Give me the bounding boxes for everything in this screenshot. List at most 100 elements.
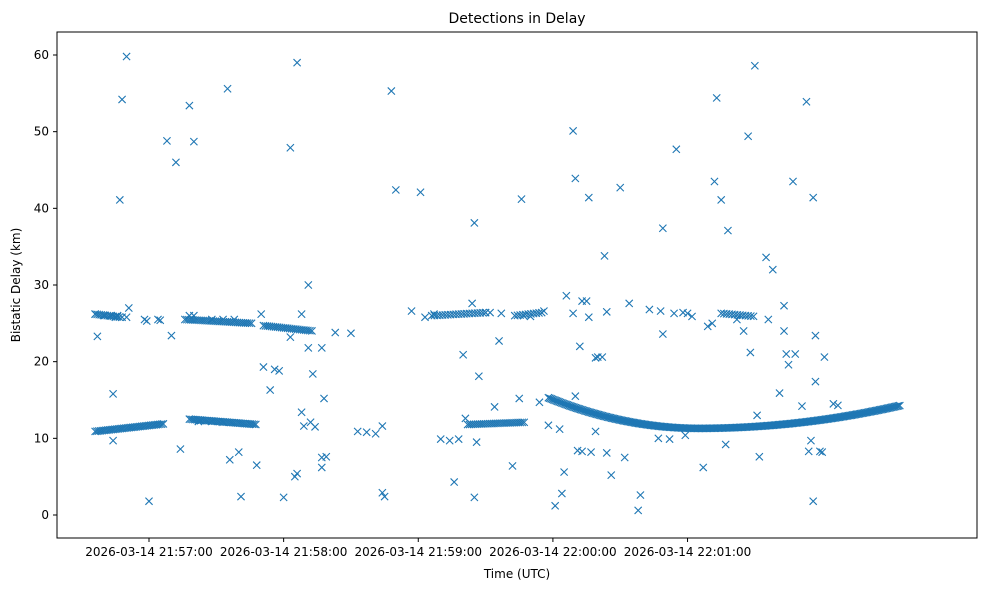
data-point — [468, 299, 477, 308]
data-point — [270, 365, 279, 374]
data-point — [784, 360, 793, 369]
data-point — [225, 455, 234, 464]
data-point — [391, 185, 400, 194]
data-point — [764, 315, 773, 324]
y-tick-label-4: 40 — [34, 201, 49, 215]
data-point — [587, 448, 596, 457]
data-point — [189, 137, 198, 146]
data-point — [122, 52, 131, 61]
data-point — [739, 327, 748, 335]
data-point — [250, 420, 259, 429]
data-point — [746, 348, 755, 357]
data-point — [171, 158, 180, 167]
data-point — [450, 478, 459, 487]
data-point — [371, 429, 380, 438]
data-point — [286, 333, 295, 342]
data-point — [230, 315, 239, 324]
data-point — [780, 327, 789, 335]
data-point — [547, 394, 556, 403]
data-point — [320, 394, 329, 403]
data-point — [548, 395, 557, 404]
data-point — [109, 389, 118, 398]
data-point — [721, 440, 730, 449]
data-point — [109, 436, 118, 445]
data-point — [305, 326, 314, 335]
data-point — [307, 326, 316, 335]
data-point — [582, 297, 591, 306]
data-point — [683, 309, 692, 318]
data-point — [308, 369, 317, 378]
data-point — [176, 445, 185, 454]
data-point — [157, 420, 166, 429]
data-point — [710, 177, 719, 186]
data-point — [744, 132, 753, 141]
data-point — [636, 491, 645, 500]
data-point — [804, 447, 813, 456]
data-point — [207, 417, 216, 426]
data-point — [833, 401, 842, 410]
data-point — [124, 304, 133, 312]
data-point — [251, 420, 260, 429]
data-point — [555, 425, 564, 434]
data-point — [894, 401, 903, 410]
data-point — [645, 305, 654, 314]
data-point — [560, 468, 569, 477]
y-tick-label-5: 50 — [34, 125, 49, 139]
data-point — [809, 497, 818, 506]
data-point — [189, 311, 198, 320]
data-point — [575, 342, 584, 351]
data-point — [775, 389, 784, 398]
data-point — [782, 350, 791, 358]
data-point — [520, 418, 529, 427]
data-point — [259, 363, 268, 372]
data-point — [497, 309, 506, 318]
data-point — [378, 488, 387, 497]
data-point — [387, 87, 396, 96]
data-point — [802, 97, 811, 106]
data-point — [346, 329, 355, 338]
chart-title: Detections in Delay — [448, 11, 585, 27]
x-tick-label-4: 2026-03-14 22:01:00 — [624, 545, 751, 559]
data-point — [362, 428, 371, 437]
y-tick-label-1: 10 — [34, 431, 49, 445]
data-point — [578, 447, 587, 456]
data-point — [535, 398, 544, 407]
data-point — [286, 143, 295, 152]
data-point — [472, 438, 481, 447]
x-axis: 2026-03-14 21:57:00 2026-03-14 21:58:00 20… — [85, 538, 751, 559]
data-point — [545, 394, 554, 403]
data-point — [789, 177, 797, 186]
data-point — [551, 501, 560, 510]
data-point — [658, 224, 667, 233]
data-point — [762, 253, 771, 262]
data-point — [194, 417, 203, 426]
data-point — [293, 469, 302, 478]
data-point — [306, 418, 315, 427]
data-point — [526, 312, 535, 321]
data-point — [517, 195, 526, 204]
data-point — [461, 414, 470, 423]
data-point — [416, 188, 425, 197]
data-point — [717, 195, 726, 204]
data-point — [106, 311, 115, 320]
data-point — [620, 453, 629, 462]
data-point — [459, 350, 468, 359]
y-tick-label-0: 0 — [41, 508, 49, 522]
data-point — [518, 418, 527, 427]
data-point — [380, 492, 389, 501]
data-point — [297, 310, 306, 319]
data-point — [304, 281, 313, 289]
data-point — [658, 330, 667, 339]
data-point — [266, 386, 275, 395]
data-point — [893, 402, 902, 411]
x-tick-label-3: 2026-03-14 22:00:00 — [489, 545, 616, 559]
data-point — [820, 353, 829, 362]
data-point — [818, 448, 827, 457]
data-point — [602, 448, 611, 457]
data-point — [219, 315, 228, 324]
data-point — [159, 419, 168, 428]
data-point — [571, 174, 580, 183]
data-point — [331, 328, 340, 337]
data-point — [607, 471, 616, 480]
